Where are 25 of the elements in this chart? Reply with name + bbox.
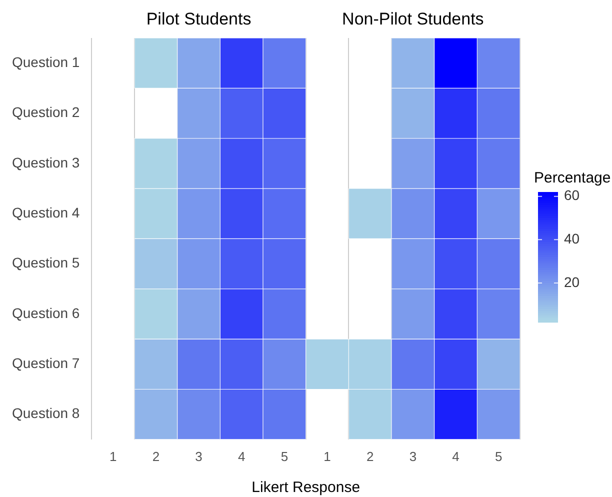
x-tick-label: 4 — [238, 448, 246, 464]
x-tick-label: 3 — [409, 448, 417, 464]
text: Pilot Students — [146, 10, 252, 29]
x-tick-label: 5 — [494, 448, 502, 464]
y-tick-label: Question 6 — [12, 304, 80, 321]
x-tick-label: 4 — [452, 448, 460, 464]
x-tick-label: 5 — [280, 448, 288, 464]
y-tick-label: Question 4 — [12, 204, 80, 220]
color-bar-title: Percentage — [534, 170, 611, 187]
x-tick-label: 2 — [366, 448, 374, 464]
x-tick-label: 3 — [195, 448, 202, 464]
x-tick-label: 1 — [324, 448, 331, 464]
text: Non-Pilot Students — [342, 10, 484, 29]
x-tick-label: 1 — [110, 448, 117, 464]
y-tick-label: Question 2 — [12, 104, 80, 120]
y-tick-label: Question 8 — [12, 405, 80, 422]
x-tick-label: 2 — [152, 448, 160, 464]
color-bar-label: 20 — [564, 274, 580, 290]
y-tick-label: Question 1 — [12, 54, 80, 70]
color-bar-label: 60 — [564, 187, 580, 204]
y-tick-label: Question 5 — [12, 254, 80, 271]
color-bar-label: 40 — [564, 230, 580, 247]
y-tick-label: Question 7 — [12, 354, 80, 371]
y-tick-label: Question 3 — [12, 154, 80, 170]
x-axis-title: Likert Response — [252, 479, 360, 496]
